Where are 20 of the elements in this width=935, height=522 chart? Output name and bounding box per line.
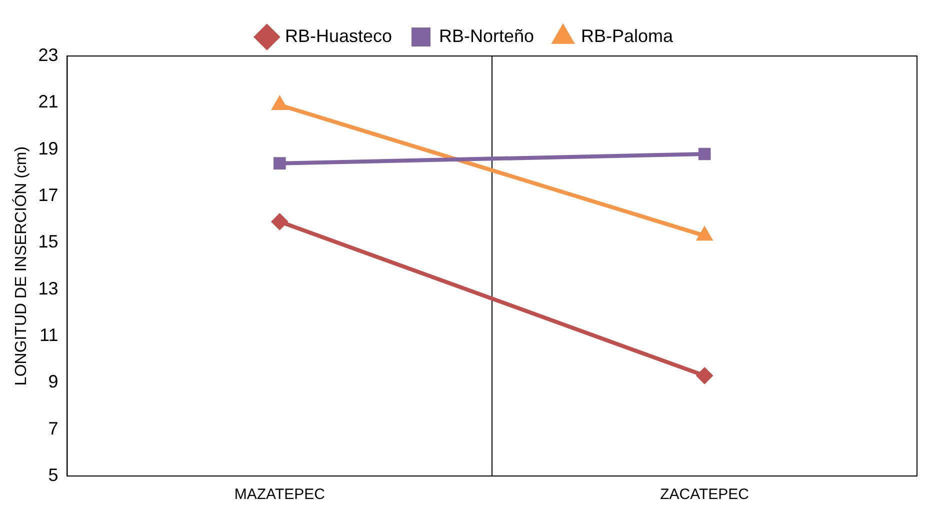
y-tick-label: 9 bbox=[48, 372, 58, 392]
y-tick-label: 5 bbox=[48, 464, 58, 485]
y-tick-label: 13 bbox=[38, 278, 58, 298]
y-tick-label: 7 bbox=[48, 418, 58, 438]
y-tick-label: 15 bbox=[38, 232, 58, 252]
legend-label: RB-Huasteco bbox=[284, 26, 392, 46]
x-tick-label: ZACATEPEC bbox=[660, 486, 750, 504]
y-tick-label: 17 bbox=[38, 184, 58, 205]
point bbox=[274, 157, 286, 170]
point bbox=[698, 148, 711, 160]
legend-label: RB-Norteño bbox=[438, 26, 534, 46]
point bbox=[271, 213, 288, 230]
point bbox=[696, 367, 714, 384]
y-axis-title: LONGITUD DE INSERCIÓN (cm) bbox=[12, 146, 30, 386]
y-tick-label: 19 bbox=[38, 138, 58, 158]
y-tick-label: 11 bbox=[40, 324, 58, 345]
legend-label: RB-Paloma bbox=[581, 26, 674, 46]
y-tick-label: 23 bbox=[38, 44, 58, 65]
y-tick-label: 21 bbox=[38, 92, 58, 112]
x-tick-label: MAZATEPEC bbox=[234, 486, 326, 504]
